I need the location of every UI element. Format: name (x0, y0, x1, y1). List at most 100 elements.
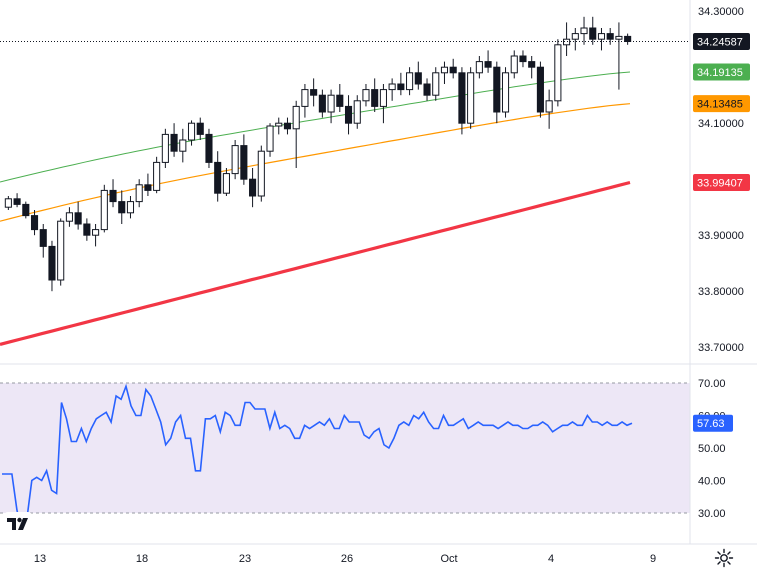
candle (118, 190, 126, 224)
ma-orange-label: 34.13485 (697, 99, 743, 111)
rsi-value-tag: 57.63 (693, 414, 733, 432)
candle (379, 84, 387, 124)
candle (589, 16, 597, 45)
candle (571, 28, 579, 51)
tradingview-logo-icon[interactable] (4, 512, 32, 536)
candle (327, 89, 335, 124)
candle (493, 61, 501, 124)
candle (545, 89, 553, 129)
price-tick-label: 33.90000 (698, 230, 744, 242)
moving-average-line (0, 71, 631, 183)
candle (397, 72, 405, 96)
candle (13, 193, 21, 208)
candle (432, 67, 440, 101)
candle (310, 78, 318, 107)
candle (344, 95, 353, 135)
candle (266, 123, 274, 157)
candle (170, 123, 178, 157)
candle (196, 117, 204, 140)
candle (467, 67, 475, 129)
ma-green-label: 34.19135 (697, 67, 743, 79)
candle (528, 56, 536, 79)
candle (126, 196, 135, 219)
candle (39, 224, 47, 258)
rsi-tick-label: 30.00 (698, 508, 726, 520)
rsi-tick-label: 70.00 (698, 378, 726, 390)
last-price-tag: 34.24587 (693, 33, 750, 51)
candle (240, 134, 248, 185)
candle (222, 168, 230, 196)
candle (449, 58, 457, 79)
time-tick-label: 4 (548, 553, 554, 565)
moving-average-line (0, 180, 631, 346)
rsi-line (2, 383, 633, 536)
candle (205, 128, 213, 168)
candle (30, 210, 39, 236)
candle (440, 61, 449, 84)
candle (153, 156, 161, 194)
candle (214, 151, 222, 202)
candle (48, 240, 56, 292)
candle (144, 173, 152, 196)
candle (100, 184, 108, 233)
candle (458, 67, 466, 135)
time-tick-label: 18 (136, 553, 148, 565)
candle (371, 78, 379, 112)
candle (283, 117, 292, 135)
candle (536, 61, 544, 118)
candle (83, 218, 91, 241)
candle (353, 95, 361, 129)
price-tick-label: 34.30000 (698, 6, 744, 18)
candle (4, 196, 12, 210)
candle (292, 100, 300, 168)
candle (563, 22, 571, 56)
candle (597, 28, 606, 51)
candle (388, 78, 396, 101)
candle (554, 39, 562, 107)
price-tick-label: 34.10000 (698, 118, 744, 130)
rsi-tick-label: 50.00 (698, 443, 726, 455)
candle (362, 84, 370, 107)
time-axis[interactable]: 13 18 23 26 Oct 4 9 (34, 553, 656, 565)
candle (249, 168, 257, 208)
candle (580, 16, 588, 45)
price-axis[interactable]: 34.30000 34.10000 33.90000 33.80000 33.70000 (698, 6, 744, 354)
candle (135, 179, 143, 208)
candle (336, 84, 344, 112)
rsi-band (0, 383, 690, 513)
settings-gear-icon[interactable] (714, 548, 734, 568)
candle (519, 50, 527, 68)
ma-red-tag: 33.99407 (693, 174, 750, 192)
price-tick-label: 33.70000 (698, 342, 744, 354)
candles (4, 16, 632, 292)
candle (510, 50, 518, 79)
ma-red-label: 33.99407 (697, 178, 743, 190)
candle (484, 50, 492, 73)
candle (414, 61, 422, 90)
last-price-label: 34.24587 (697, 37, 743, 49)
time-tick-label: 9 (650, 553, 656, 565)
time-tick-label: 13 (34, 553, 46, 565)
price-tick-label: 33.80000 (698, 286, 744, 298)
candle (231, 140, 239, 180)
candle (187, 120, 196, 146)
ma-green-tag: 34.19135 (693, 63, 750, 81)
time-tick-label: Oct (440, 553, 457, 565)
rsi-series (2, 383, 633, 536)
candle (65, 207, 73, 227)
time-tick-label: 23 (239, 553, 251, 565)
candle (606, 28, 614, 45)
time-tick-label: 26 (341, 553, 353, 565)
candle (22, 201, 30, 219)
rsi-tick-label: 40.00 (698, 476, 726, 488)
candle (57, 218, 65, 286)
candle (501, 67, 510, 118)
candle (179, 128, 187, 163)
candle (275, 117, 283, 135)
candle (161, 128, 169, 168)
ma-orange-tag: 34.13485 (693, 95, 750, 113)
candle (74, 201, 82, 230)
candle (257, 145, 265, 202)
rsi-value-label: 57.63 (697, 418, 725, 430)
